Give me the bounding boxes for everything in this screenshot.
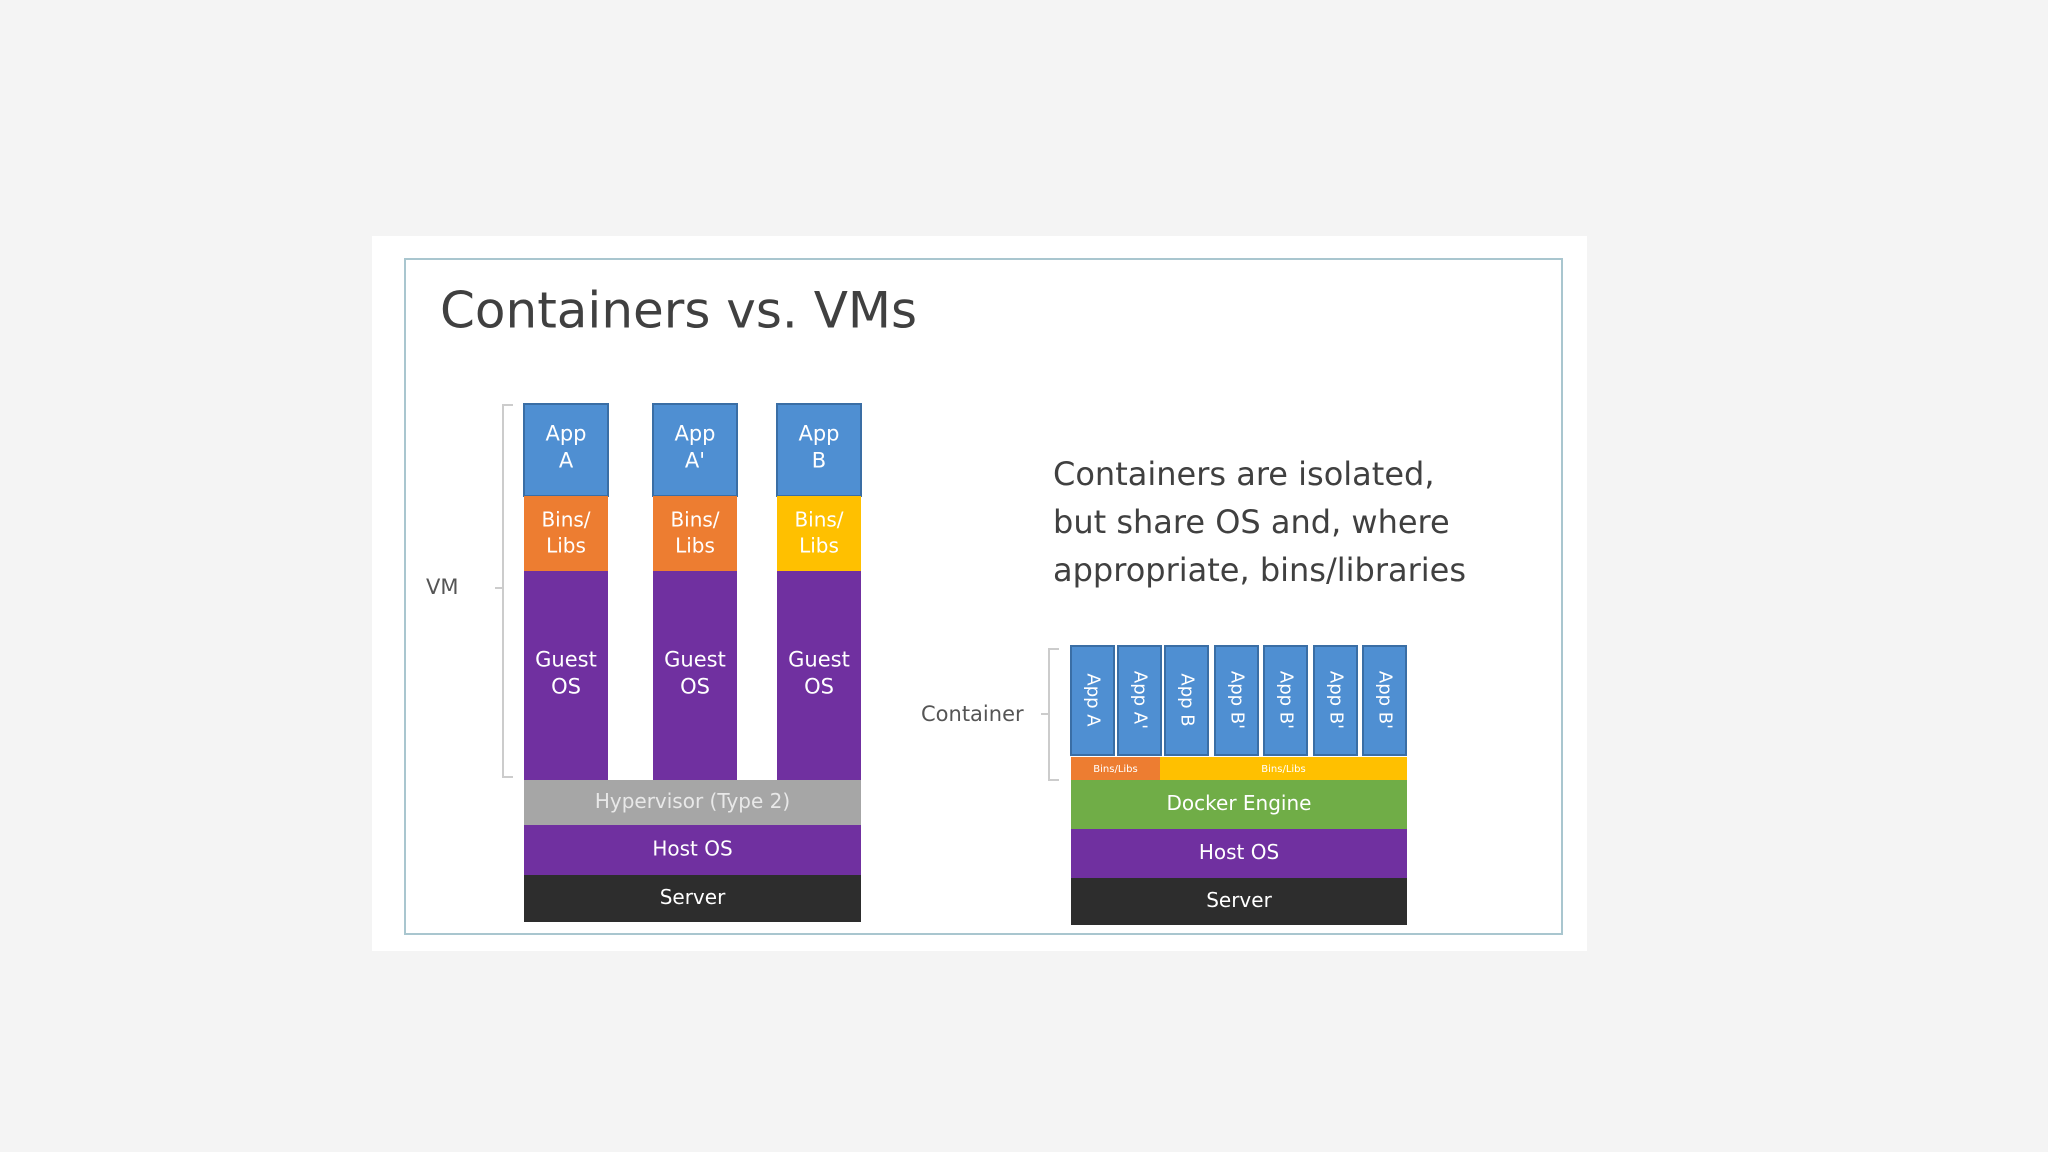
app-box [523,403,609,497]
bins-label: Libs [546,534,586,558]
container-bins-box [1160,757,1407,780]
container-bracket [1041,648,1059,781]
container-app-label: App B' [1326,671,1347,729]
container-app [1263,645,1308,756]
vm-host-os-label: Host OS [652,837,732,861]
container-server-label: Server [1206,888,1272,912]
slide-title: Containers vs. VMs [440,282,917,340]
app-label: App [674,421,715,445]
app-label: A [559,449,574,473]
guest-os-label: OS [680,675,710,699]
container-bins-label: Bins/Libs [1261,764,1305,775]
bins-label: Bins/ [541,508,590,532]
app-box [652,403,738,497]
guest-os-label: Guest [788,647,850,671]
container-label: Container [921,702,1024,726]
container-app [1117,645,1162,756]
description-line: Containers are isolated, [1053,455,1435,493]
app-label: A' [685,449,705,473]
bins-label: Bins/ [794,508,843,532]
bins-box [653,496,737,571]
container-app-label: App A' [1130,671,1151,729]
container-host-os-box [1071,829,1407,878]
bins-label: Bins/ [670,508,719,532]
guest-os-label: Guest [664,647,726,671]
vm-label: VM [426,575,458,599]
app-label: B [812,449,826,473]
vm-bracket [495,404,513,778]
container-bins-box [1071,757,1160,780]
container-host-os-label: Host OS [1199,840,1279,864]
bins-box [524,496,608,571]
guest-os-box [777,571,861,780]
vm-host-os-box [524,825,861,875]
container-server-box [1071,878,1407,925]
container-app-label: App A [1083,673,1104,727]
description-line: but share OS and, where [1053,503,1450,541]
container-app [1362,645,1407,756]
bins-label: Libs [675,534,715,558]
container-app [1214,645,1259,756]
vm-server-label: Server [660,885,726,909]
container-app [1313,645,1358,756]
container-app-label: App B' [1227,671,1248,729]
docker-engine-box [1071,780,1407,829]
guest-os-box [524,571,608,780]
hypervisor-label: Hypervisor (Type 2) [595,789,790,813]
slide-frame [404,258,1563,935]
app-box [776,403,862,497]
container-app [1070,645,1115,756]
hypervisor-box [524,780,861,825]
container-app [1164,645,1209,756]
container-app-label: App B' [1375,671,1396,729]
container-bins-label: Bins/Libs [1093,764,1137,775]
guest-os-label: OS [551,675,581,699]
guest-os-label: OS [804,675,834,699]
container-app-label: App B' [1276,671,1297,729]
bins-label: Libs [799,534,839,558]
description-line: appropriate, bins/libraries [1053,551,1466,589]
bins-box [777,496,861,571]
app-label: App [545,421,586,445]
guest-os-label: Guest [535,647,597,671]
container-app-label: App B [1177,673,1198,726]
vm-server-box [524,875,861,922]
app-label: App [798,421,839,445]
docker-engine-label: Docker Engine [1167,791,1312,815]
guest-os-box [653,571,737,780]
